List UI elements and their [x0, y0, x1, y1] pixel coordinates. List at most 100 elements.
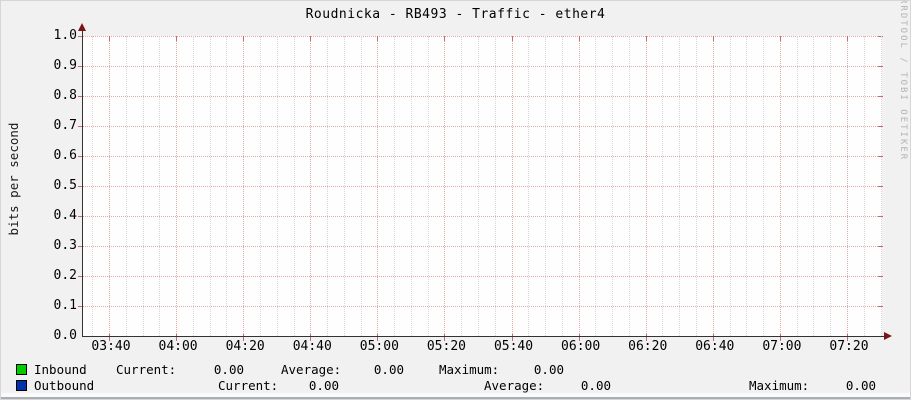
- axis-tick-major: [78, 306, 83, 307]
- x-tick-label: 04:00: [158, 339, 198, 354]
- axis-tick-major: [243, 334, 245, 341]
- gridline-major-v: [712, 36, 714, 336]
- y-tick-label: 0.7: [53, 118, 77, 133]
- gridline-minor-v: [830, 36, 832, 336]
- x-tick-label: 05:40: [493, 339, 534, 354]
- axis-tick-major: [78, 246, 83, 247]
- legend-row-inbound: Inbound Current: 0.00 Average: 0.00 Maxi…: [1, 362, 910, 377]
- axis-tick-major: [444, 334, 446, 341]
- axis-tick-major: [878, 276, 883, 277]
- axis-tick-major: [878, 66, 883, 67]
- average-value: 0.00: [373, 362, 404, 377]
- y-tick-label: 0.5: [53, 178, 77, 193]
- axis-tick-major: [310, 334, 312, 341]
- current-value: 0.00: [308, 378, 339, 393]
- gridline-minor-v: [561, 36, 563, 336]
- gridline-major-v: [377, 36, 379, 336]
- x-tick-label: 04:40: [292, 339, 332, 354]
- axis-tick-major: [779, 334, 781, 341]
- y-axis-arrow-icon: [78, 23, 86, 31]
- legend-series-name: Inbound: [34, 362, 87, 377]
- y-axis-title: bits per second: [6, 122, 21, 236]
- axis-tick-major: [78, 66, 83, 67]
- y-tick-label: 0.1: [53, 298, 77, 313]
- gridline-major-h: [83, 36, 882, 37]
- axis-tick-major: [878, 216, 883, 217]
- legend-row-outbound: Outbound Current: 0.00 Average: 0.00 Max…: [1, 378, 910, 393]
- gridline-minor-v: [410, 36, 412, 336]
- gridline-minor-v: [293, 36, 295, 336]
- gridline-minor-v: [863, 36, 865, 336]
- gridline-minor-v: [159, 36, 161, 336]
- gridline-major-h: [83, 126, 882, 127]
- axis-tick-major: [109, 334, 110, 341]
- axis-tick-major: [878, 126, 883, 127]
- x-tick-label: 05:00: [359, 339, 399, 354]
- current-label: Current:: [116, 362, 177, 377]
- axis-tick-major: [176, 36, 178, 41]
- axis-tick-major: [78, 156, 83, 157]
- gridline-minor-v: [763, 36, 765, 336]
- axis-tick-major: [878, 96, 883, 97]
- x-tick-label: 07:00: [762, 339, 802, 354]
- axis-tick-major: [511, 36, 513, 41]
- gridline-minor-v: [528, 36, 530, 336]
- x-tick-label: 04:20: [225, 339, 265, 354]
- axis-tick-major: [578, 36, 580, 41]
- gridline-minor-v: [343, 36, 345, 336]
- gridline-major-v: [779, 36, 781, 336]
- gridline-minor-v: [427, 36, 429, 336]
- axis-tick-major: [846, 36, 848, 41]
- maximum-label: Maximum:: [749, 378, 810, 393]
- current-value: 0.00: [213, 362, 244, 377]
- axis-tick-major: [779, 36, 781, 41]
- gridline-minor-v: [679, 36, 681, 336]
- average-value: 0.00: [580, 378, 611, 393]
- axis-tick-major: [78, 96, 83, 97]
- axis-tick-major: [511, 334, 513, 341]
- gridline-minor-v: [595, 36, 597, 336]
- axis-tick-major: [645, 334, 647, 341]
- gridline-major-v: [645, 36, 647, 336]
- gridline-major-h: [83, 186, 882, 187]
- axis-tick-major: [176, 334, 178, 341]
- axis-tick-major: [78, 276, 83, 277]
- y-tick-label: 0.8: [53, 88, 77, 103]
- axis-tick-major: [377, 36, 379, 41]
- x-tick-label: 06:00: [561, 339, 601, 354]
- gridline-major-h: [83, 96, 882, 97]
- gridline-minor-v: [696, 36, 698, 336]
- axis-tick-major: [78, 216, 83, 217]
- gridline-minor-v: [259, 36, 261, 336]
- gridline-major-h: [83, 306, 882, 307]
- gridline-minor-v: [226, 36, 228, 336]
- gridline-major-h: [83, 66, 882, 67]
- gridline-minor-v: [729, 36, 731, 336]
- gridline-minor-v: [494, 36, 496, 336]
- current-label: Current:: [218, 378, 279, 393]
- x-axis-arrow-icon: [884, 332, 892, 340]
- gridline-minor-v: [746, 36, 748, 336]
- axis-tick-major: [712, 36, 714, 41]
- gridline-minor-v: [276, 36, 278, 336]
- axis-tick-major: [878, 306, 883, 307]
- legend-series-name: Outbound: [34, 378, 95, 393]
- gridline-major-v: [109, 36, 110, 336]
- gridline-minor-v: [461, 36, 463, 336]
- average-label: Average:: [484, 378, 545, 393]
- gridline-minor-v: [628, 36, 630, 336]
- gridline-major-v: [176, 36, 178, 336]
- y-tick-label: 0.6: [53, 148, 77, 163]
- gridline-minor-v: [813, 36, 815, 336]
- graph-title: Roudnicka - RB493 - Traffic - ether4: [305, 7, 606, 22]
- axis-tick-major: [377, 334, 379, 341]
- axis-tick-major: [243, 36, 245, 41]
- gridline-minor-v: [545, 36, 547, 336]
- axis-tick-major: [578, 334, 580, 341]
- gridline-minor-v: [612, 36, 614, 336]
- y-tick-label: 0.0: [53, 328, 77, 343]
- y-tick-label: 0.2: [53, 268, 77, 283]
- gridline-major-v: [243, 36, 245, 336]
- gridline-minor-v: [360, 36, 362, 336]
